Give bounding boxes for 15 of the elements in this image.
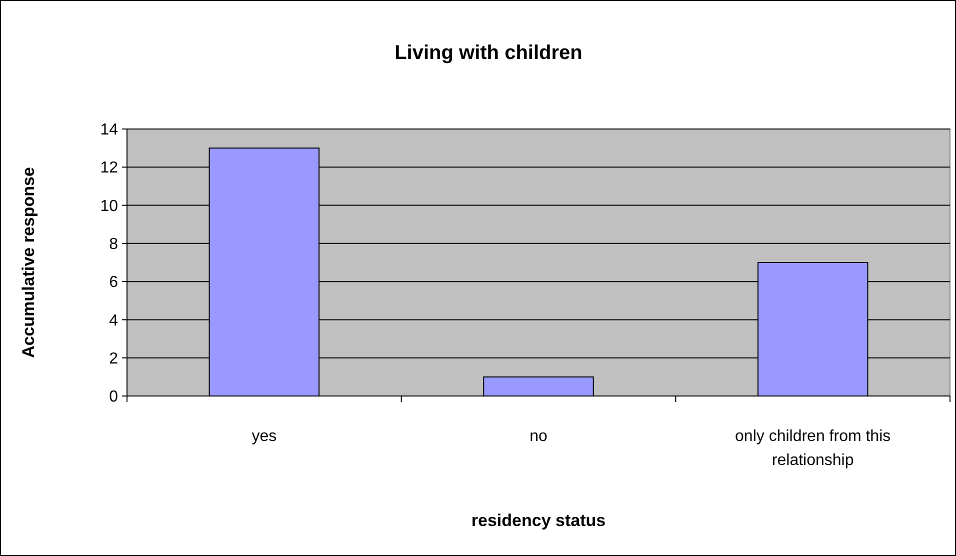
y-tick-label: 0 bbox=[109, 388, 118, 406]
y-tick-label: 14 bbox=[100, 122, 118, 139]
y-axis-title: Accumulative response bbox=[19, 167, 38, 358]
y-tick-label: 4 bbox=[109, 312, 118, 330]
x-tick-label: no bbox=[530, 428, 548, 445]
y-tick-label: 6 bbox=[109, 274, 118, 292]
y-tick-label: 8 bbox=[109, 236, 118, 254]
x-tick-label: only children from this relationship bbox=[735, 428, 891, 469]
y-tick-label: 10 bbox=[100, 198, 118, 215]
x-tick-label: yes bbox=[252, 428, 277, 445]
chart-title: Living with children bbox=[394, 42, 582, 64]
y-tick-label: 12 bbox=[100, 160, 118, 177]
y-tick-label: 2 bbox=[109, 350, 118, 368]
bar bbox=[483, 376, 594, 396]
x-axis-title: residency status bbox=[471, 511, 606, 530]
